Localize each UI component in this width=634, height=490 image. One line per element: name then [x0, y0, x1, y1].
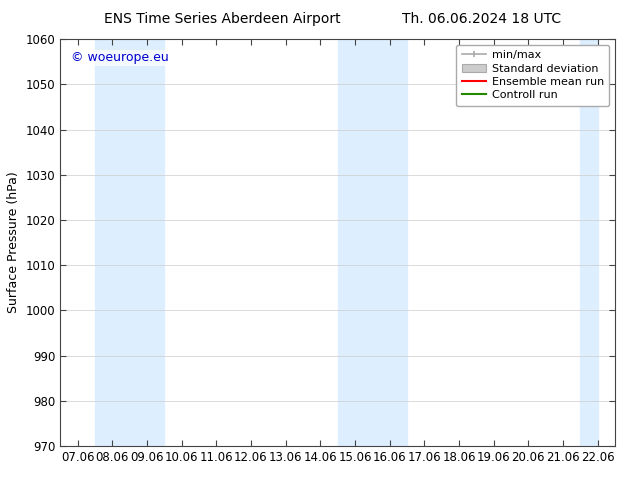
Text: ENS Time Series Aberdeen Airport: ENS Time Series Aberdeen Airport [103, 12, 340, 26]
Text: Th. 06.06.2024 18 UTC: Th. 06.06.2024 18 UTC [403, 12, 561, 26]
Bar [95, 39, 164, 446]
Bar [580, 39, 598, 446]
Y-axis label: Surface Pressure (hPa): Surface Pressure (hPa) [7, 172, 20, 314]
Bar [337, 39, 407, 446]
Legend: min/max, Standard deviation, Ensemble mean run, Controll run: min/max, Standard deviation, Ensemble me… [456, 45, 609, 106]
Text: © woeurope.eu: © woeurope.eu [71, 51, 169, 64]
